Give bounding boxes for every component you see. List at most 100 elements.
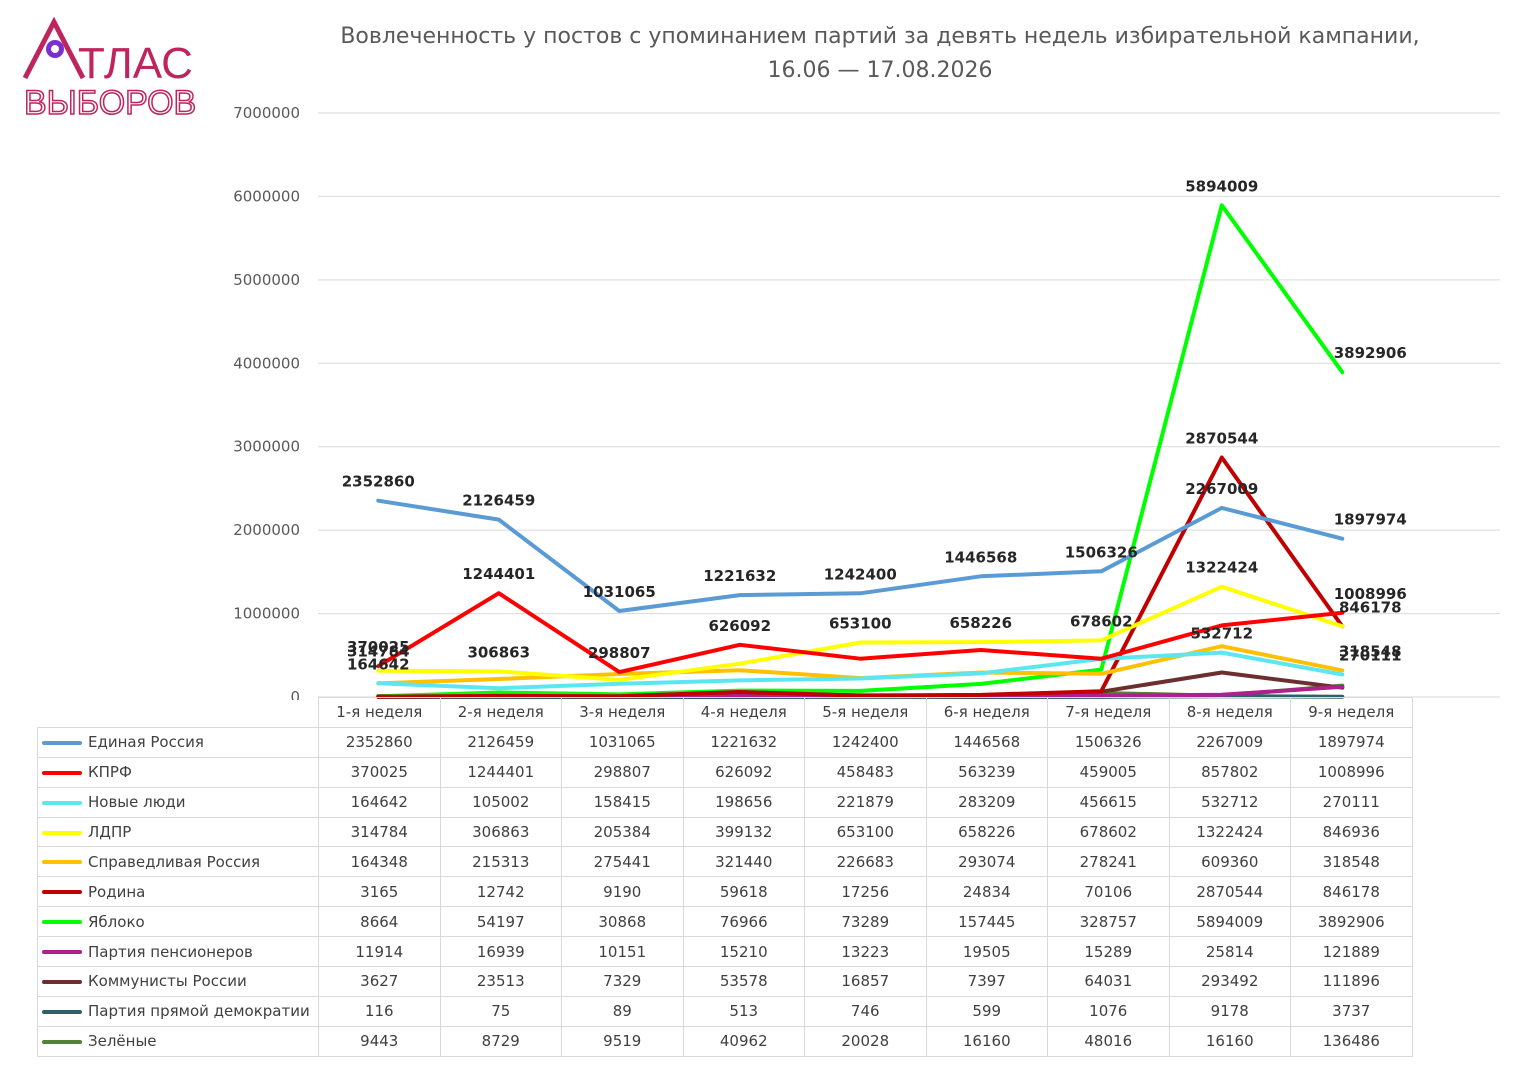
table-cell: 9178 (1168, 995, 1291, 1027)
data-label: 2352860 (342, 473, 415, 491)
table-cell: 30868 (561, 906, 684, 938)
table-row: Справедливая Россия 164348 215313 275441 321… (37, 846, 1413, 878)
y-tick-label: 6000000 (233, 187, 300, 205)
data-label: 3892906 (1334, 344, 1407, 362)
series-name-cell: Коммунисты России (37, 966, 319, 997)
table-cell: 293492 (1168, 966, 1291, 997)
logo-text-2: ВЫБОРОВ (24, 84, 196, 122)
legend-swatch (42, 860, 82, 865)
table-header-cell: 1-я неделя (318, 697, 441, 728)
chart-title-line2: 16.06 — 17.08.2026 (767, 58, 993, 83)
table-cell: 1008996 (1290, 756, 1413, 788)
series-name-cell: Единая Россия (37, 726, 319, 758)
table-cell: 678602 (1047, 816, 1170, 848)
table-cell: 653100 (804, 816, 927, 848)
table-cell: 1031065 (561, 726, 684, 758)
table-cell: 73289 (804, 906, 927, 938)
logo-text-1: ТЛАС (78, 39, 193, 88)
table-header-cell: 3-я неделя (561, 697, 684, 728)
table-row: Партия прямой демократии 116 75 89 513 746 599… (37, 995, 1413, 1027)
series-name-cell: КПРФ (37, 756, 319, 788)
table-cell: 2126459 (439, 726, 562, 758)
data-label: 314784 (347, 643, 410, 661)
legend-swatch (42, 1009, 82, 1014)
legend-swatch (42, 770, 82, 775)
legend-swatch (42, 890, 82, 895)
data-label: 318548 (1339, 642, 1402, 660)
table-cell: 12742 (439, 876, 562, 908)
table-cell: 48016 (1047, 1025, 1170, 1057)
table-header-cell: 6-я неделя (925, 697, 1048, 728)
table-cell: 40962 (682, 1025, 805, 1057)
data-label: 1221632 (703, 567, 776, 585)
series-name-cell: Яблоко (37, 906, 319, 938)
data-table: 1-я неделя 2-я неделя 3-я неделя 4-я неделя… (37, 697, 1413, 1057)
table-cell: 13223 (804, 936, 927, 968)
table-cell: 105002 (439, 786, 562, 818)
data-label: 2267009 (1185, 480, 1258, 498)
data-label: 1506326 (1065, 543, 1138, 561)
data-label: 658226 (949, 614, 1012, 632)
table-cell: 399132 (682, 816, 805, 848)
table-cell: 89 (561, 995, 684, 1027)
table-cell: 2352860 (318, 726, 441, 758)
table-cell: 1221632 (682, 726, 805, 758)
table-cell: 15289 (1047, 936, 1170, 968)
data-label: 2126459 (462, 492, 535, 510)
table-cell: 275441 (561, 846, 684, 878)
table-cell: 1897974 (1290, 726, 1413, 758)
table-cell: 111896 (1290, 966, 1413, 997)
table-cell: 54197 (439, 906, 562, 938)
y-tick-label: 0 (290, 688, 300, 700)
table-cell: 8729 (439, 1025, 562, 1057)
series-name-cell: Партия пенсионеров (37, 936, 319, 968)
table-row: Единая Россия 2352860 2126459 1031065 122163… (37, 726, 1413, 758)
data-label: 1322424 (1185, 559, 1258, 577)
table-cell: 298807 (561, 756, 684, 788)
table-cell: 456615 (1047, 786, 1170, 818)
atlas-logo: ТЛАС ВЫБОРОВ (20, 16, 200, 126)
data-label: 532712 (1190, 625, 1253, 643)
table-row: Яблоко 8664 54197 30868 76966 73289 157445 3287… (37, 906, 1413, 938)
chart-title: Вовлеченность у постов с упоминанием пар… (230, 20, 1524, 88)
table-cell: 599 (925, 995, 1048, 1027)
table-cell: 59618 (682, 876, 805, 908)
logo-a-mark (22, 16, 86, 80)
table-cell: 9190 (561, 876, 684, 908)
table-row: КПРФ 370025 1244401 298807 626092 458483 56323… (37, 756, 1413, 788)
table-cell: 16857 (804, 966, 927, 997)
data-label: 653100 (829, 615, 892, 633)
table-cell: 11914 (318, 936, 441, 968)
table-header-cell: 2-я неделя (439, 697, 562, 728)
legend-swatch (42, 1039, 82, 1044)
table-cell: 5894009 (1168, 906, 1291, 938)
table-cell: 3165 (318, 876, 441, 908)
table-cell: 16160 (925, 1025, 1048, 1057)
table-cell: 205384 (561, 816, 684, 848)
table-header-cell: 7-я неделя (1047, 697, 1170, 728)
table-cell: 321440 (682, 846, 805, 878)
table-cell: 1242400 (804, 726, 927, 758)
table-row: Зелёные 9443 8729 9519 40962 20028 16160 48016 1… (37, 1025, 1413, 1057)
table-cell: 23513 (439, 966, 562, 997)
table-cell: 2267009 (1168, 726, 1291, 758)
data-label: 1242400 (824, 565, 897, 583)
table-cell: 25814 (1168, 936, 1291, 968)
table-header-cell: 8-я неделя (1168, 697, 1291, 728)
table-row: ЛДПР 314784 306863 205384 399132 653100 658226… (37, 816, 1413, 848)
data-label: 270111 (1339, 646, 1402, 664)
table-cell: 70106 (1047, 876, 1170, 908)
table-cell: 158415 (561, 786, 684, 818)
data-label: 370025 (347, 638, 410, 656)
table-cell: 75 (439, 995, 562, 1027)
table-cell: 3737 (1290, 995, 1413, 1027)
table-cell: 513 (682, 995, 805, 1027)
table-cell: 2870544 (1168, 876, 1291, 908)
data-label: 846178 (1339, 598, 1402, 616)
series-name-cell: Зелёные (37, 1025, 319, 1057)
legend-swatch (42, 920, 82, 925)
table-cell: 857802 (1168, 756, 1291, 788)
data-label: 306863 (467, 643, 530, 661)
y-tick-label: 2000000 (233, 521, 300, 539)
table-cell: 270111 (1290, 786, 1413, 818)
